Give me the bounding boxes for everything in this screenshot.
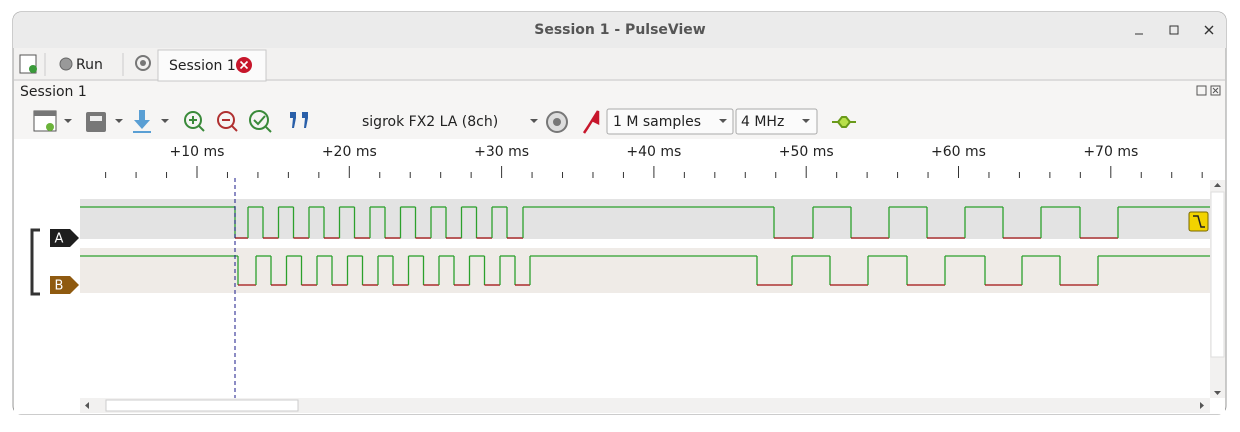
- ruler-label: +50 ms: [779, 144, 834, 160]
- channel-b-badge[interactable]: [50, 276, 79, 294]
- channel-a-label: A: [55, 232, 64, 247]
- sample-count: 1 M samples: [613, 114, 701, 130]
- ruler-label: +40 ms: [626, 144, 681, 160]
- ruler-label: +30 ms: [474, 144, 529, 160]
- samplerate: 4 MHz: [741, 114, 784, 130]
- close-button[interactable]: [1204, 25, 1214, 35]
- toolbar: sigrok FX2 LA (8ch) 1 M samples 4 MHz: [33, 108, 856, 135]
- close-dock-button[interactable]: [1210, 85, 1221, 96]
- session-title: Session 1: [20, 84, 87, 100]
- ruler-label: +70 ms: [1083, 144, 1138, 160]
- save-button[interactable]: [86, 112, 106, 132]
- channel-a-badge[interactable]: [50, 229, 79, 247]
- sample-count-selector[interactable]: [606, 108, 734, 135]
- probe-config-button[interactable]: [582, 110, 600, 134]
- zoom-fit-button[interactable]: [249, 110, 269, 130]
- maximize-button[interactable]: [1169, 25, 1179, 35]
- ruler-label: +60 ms: [931, 144, 986, 160]
- ruler-label: +20 ms: [322, 144, 377, 160]
- decoder-button[interactable]: [832, 116, 856, 128]
- import-button[interactable]: [134, 110, 150, 129]
- trigger-indicator: [1188, 211, 1209, 232]
- session-icon: [135, 55, 151, 71]
- device-selector[interactable]: sigrok FX2 LA (8ch): [362, 114, 498, 130]
- horizontal-scrollbar[interactable]: [80, 398, 1210, 413]
- trace-row-b: [80, 248, 1210, 293]
- trace-row-a: [80, 199, 1210, 239]
- channel-b-label: B: [55, 279, 64, 294]
- samplerate-selector[interactable]: [735, 108, 818, 135]
- session-tab-label: Session 1: [169, 58, 236, 74]
- run-icon: [59, 57, 73, 71]
- zoom-in-button[interactable]: [184, 111, 202, 129]
- ruler-label: +10 ms: [170, 144, 225, 160]
- channel-group-bracket: [30, 228, 40, 296]
- run-button[interactable]: Run: [76, 57, 103, 73]
- title-bar: [13, 12, 1226, 48]
- zoom-out-button[interactable]: [217, 111, 235, 129]
- float-button[interactable]: [1196, 85, 1207, 96]
- window-title: Session 1 - PulseView: [534, 22, 706, 38]
- traces: [80, 206, 1210, 286]
- ruler: +10 ms +20 ms +30 ms +40 ms +50 ms +60 ms +70 …: [105, 144, 1203, 178]
- cursor-button[interactable]: [290, 112, 308, 128]
